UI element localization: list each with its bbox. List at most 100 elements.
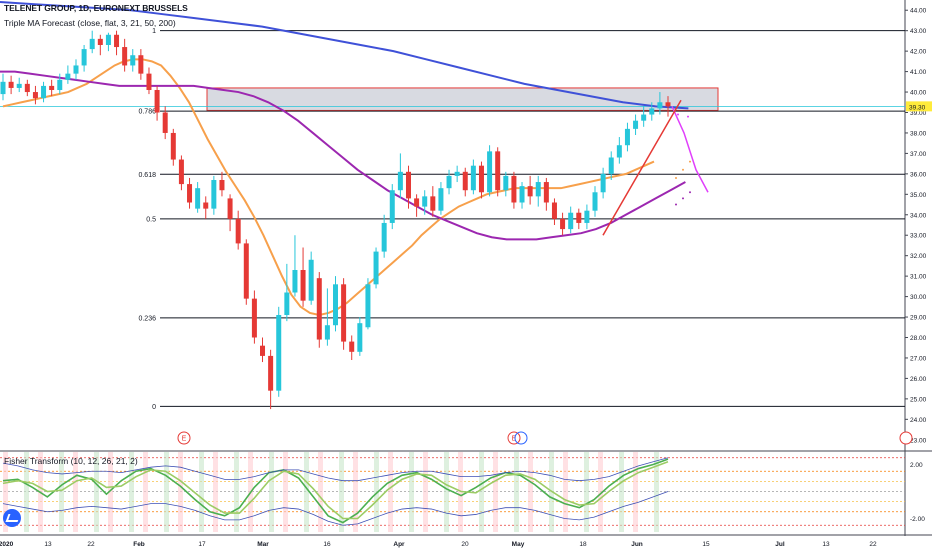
time-tick-label: Jul: [775, 541, 785, 548]
candle-down: [527, 186, 533, 197]
candle-down: [146, 73, 152, 90]
candle-down: [511, 175, 517, 203]
fisher-tick-label: -2.00: [910, 516, 925, 523]
price-tick-label: 42.00: [910, 49, 927, 56]
fib-level-label: 0.618: [138, 172, 156, 179]
forecast-dot: [675, 176, 677, 179]
candle-down: [49, 85, 55, 90]
fisher-histogram-bar: [164, 452, 169, 532]
candle-down: [576, 212, 582, 223]
candle-down: [154, 90, 160, 113]
event-label: E: [182, 436, 187, 443]
price-tick-label: 37.00: [910, 151, 927, 158]
price-tick-label: 29.00: [910, 315, 927, 322]
candle-down: [178, 159, 184, 185]
candle-down: [495, 151, 501, 191]
last-price-label: 39.30: [909, 104, 926, 111]
candle-up: [438, 188, 444, 211]
fisher-histogram-bar: [598, 452, 603, 532]
fisher-histogram-bar: [94, 452, 99, 532]
fisher-histogram-bar: [528, 452, 533, 532]
candle-up: [503, 175, 509, 191]
price-tick-label: 32.00: [910, 253, 927, 260]
fisher-histogram-bar: [213, 452, 218, 532]
time-tick-label: Feb: [133, 541, 145, 548]
fisher-histogram-bar: [3, 452, 8, 532]
candle-up: [446, 175, 452, 189]
candle-up: [324, 325, 330, 340]
price-tick-label: 30.00: [910, 294, 927, 301]
price-tick-label: 28.00: [910, 335, 927, 342]
candle-down: [114, 34, 120, 48]
lower-indicator-label: Fisher Transform (10, 12, 26, 21, 2): [4, 456, 138, 466]
fisher-lower-band: [2, 491, 669, 526]
candle-up: [292, 270, 298, 293]
trendline: [602, 99, 682, 236]
candle-down: [187, 184, 193, 203]
event-label: E: [512, 436, 517, 443]
time-tick-label: 13: [44, 541, 52, 548]
fisher-histogram-bar: [283, 452, 288, 532]
candle-up: [641, 114, 647, 121]
time-tick-label: 2020: [0, 541, 14, 548]
fisher-trigger-line: [2, 461, 669, 520]
fib-level-label: 0.236: [138, 315, 156, 322]
resistance-zone: [206, 87, 719, 111]
candle-up: [365, 284, 371, 328]
time-tick-label: 13: [822, 541, 830, 548]
price-tick-label: 43.00: [910, 28, 927, 35]
fisher-histogram-bar: [619, 452, 624, 532]
fisher-histogram-bar: [73, 452, 78, 532]
time-tick-label: Apr: [393, 541, 405, 548]
time-tick-label: 20: [461, 541, 469, 548]
candle-up: [381, 222, 387, 252]
candle-down: [138, 55, 144, 74]
fib-level-label: 0: [152, 404, 156, 411]
time-tick-label: Jun: [631, 541, 643, 548]
price-tick-label: 35.00: [910, 192, 927, 199]
time-tick-label: 22: [87, 541, 95, 548]
candle-down: [560, 218, 566, 230]
candle-up: [284, 292, 290, 315]
fisher-histogram-bar: [514, 452, 519, 532]
candle-down: [414, 198, 420, 207]
earnings-event-marker-3: [899, 431, 913, 445]
price-tick-label: 31.00: [910, 274, 927, 281]
fisher-histogram-bar: [353, 452, 358, 532]
candle-up: [633, 120, 639, 129]
candle-down: [268, 355, 274, 391]
symbol-title: TELENET GROUP, 1D, EURONEXT BRUSSELS: [4, 3, 188, 13]
candle-up: [600, 173, 606, 193]
fisher-histogram-bar: [304, 452, 309, 532]
candle-down: [243, 243, 249, 299]
candle-up: [65, 73, 71, 80]
fib-level-label: 1: [152, 28, 156, 35]
candle-up: [470, 165, 476, 191]
forecast-dot: [675, 203, 677, 206]
candle-down: [235, 218, 241, 244]
time-tick-label: 22: [869, 541, 877, 548]
fisher-histogram-bar: [199, 452, 204, 532]
candle-up: [422, 196, 428, 207]
fisher-tick-label: 2.00: [910, 462, 923, 469]
fisher-histogram-bar: [59, 452, 64, 532]
fisher-histogram-bar: [633, 452, 638, 532]
fisher-histogram-bar: [129, 452, 134, 532]
candle-down: [170, 132, 176, 160]
candle-down: [405, 171, 411, 199]
ma-long-line: [0, 1, 689, 110]
fisher-histogram-bar: [108, 452, 113, 532]
candle-down: [203, 202, 209, 209]
fisher-histogram-bar: [374, 452, 379, 532]
price-tick-label: 41.00: [910, 69, 927, 76]
candle-down: [462, 171, 468, 191]
candle-down: [316, 278, 322, 340]
candle-up: [0, 81, 6, 95]
price-tick-label: 34.00: [910, 212, 927, 219]
fisher-histogram-bar: [479, 452, 484, 532]
candle-up: [195, 188, 201, 209]
candle-down: [300, 270, 306, 301]
candle-up: [73, 65, 79, 74]
tradingview-logo-icon: [3, 509, 21, 527]
